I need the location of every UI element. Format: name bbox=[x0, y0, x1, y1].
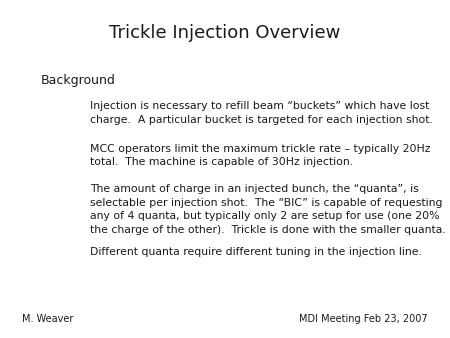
Text: MCC operators limit the maximum trickle rate – typically 20Hz
total.  The machin: MCC operators limit the maximum trickle … bbox=[90, 144, 431, 167]
Text: MDI Meeting Feb 23, 2007: MDI Meeting Feb 23, 2007 bbox=[299, 314, 428, 324]
Text: M. Weaver: M. Weaver bbox=[22, 314, 74, 324]
Text: Injection is necessary to refill beam “buckets” which have lost
charge.  A parti: Injection is necessary to refill beam “b… bbox=[90, 101, 433, 125]
Text: The amount of charge in an injected bunch, the “quanta”, is
selectable per injec: The amount of charge in an injected bunc… bbox=[90, 184, 446, 235]
Text: Background: Background bbox=[40, 74, 115, 87]
Text: Different quanta require different tuning in the injection line.: Different quanta require different tunin… bbox=[90, 247, 422, 257]
Text: Trickle Injection Overview: Trickle Injection Overview bbox=[109, 24, 341, 42]
